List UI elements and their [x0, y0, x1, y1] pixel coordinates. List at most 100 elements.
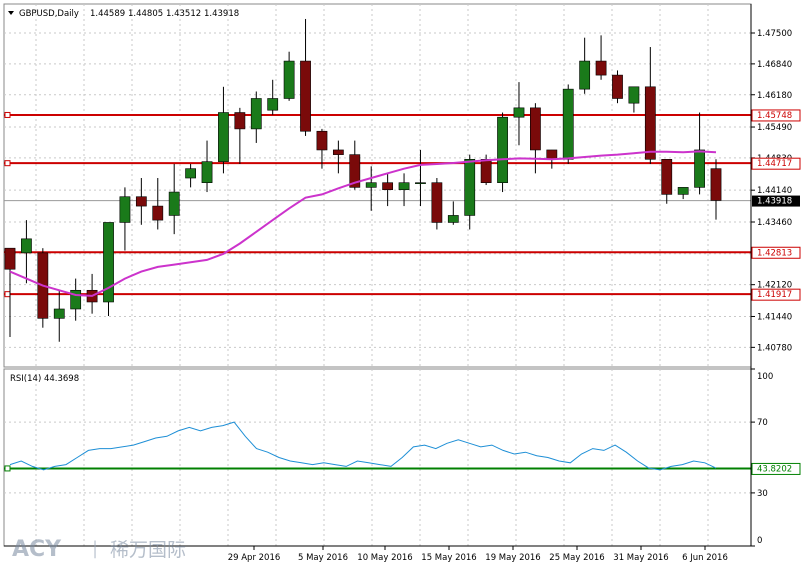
- candle-body: [661, 159, 673, 195]
- candle-body: [4, 247, 16, 270]
- level-handle[interactable]: [4, 111, 11, 118]
- price-tick-label: 1.46840: [757, 60, 792, 70]
- candle-body: [398, 182, 410, 191]
- candle-body: [234, 112, 246, 130]
- candle-body: [677, 187, 689, 195]
- candle-body: [530, 107, 541, 151]
- ohlc-open: 1.44589: [90, 9, 125, 19]
- price-level-tag: [751, 109, 801, 122]
- ohlc-low: 1.43512: [166, 9, 201, 19]
- logo-chinese: 稀万国际: [110, 539, 186, 561]
- candle-body: [250, 98, 262, 130]
- rsi-level-line: [4, 465, 751, 472]
- candle-body: [431, 182, 443, 223]
- candle-body: [447, 215, 459, 223]
- candle-body: [135, 196, 147, 207]
- x-tick-label: 25 May 2016: [549, 553, 604, 563]
- price-tick-label: 1.44140: [757, 186, 792, 196]
- candle-body: [300, 60, 311, 132]
- rsi-header: RSI(14) 44.3698: [10, 374, 79, 384]
- candle-body: [103, 222, 114, 303]
- x-tick-label: 29 Apr 2016: [228, 553, 281, 563]
- candle-body: [694, 149, 705, 188]
- price-tick-label: 1.46180: [757, 91, 792, 101]
- candle-body: [497, 116, 508, 183]
- candle-body: [612, 74, 623, 99]
- x-axis: 29 Apr 2016 5 May 2016 10 May 2016 15 May 2…: [228, 546, 728, 563]
- candle-body: [365, 182, 377, 188]
- candle-body: [332, 149, 344, 155]
- price-tick-label: 1.45490: [757, 123, 792, 133]
- candle-body: [628, 86, 640, 104]
- rsi-panel: [3, 368, 752, 547]
- x-tick-label: 15 May 2016: [421, 553, 476, 563]
- price-tick-label: 1.41440: [757, 312, 792, 322]
- price-tick-label: 1.40780: [757, 343, 792, 353]
- candles: [4, 18, 722, 342]
- candle-body: [70, 289, 82, 310]
- rsi-tick-label: 100: [757, 372, 773, 382]
- price-level-tag: [751, 246, 801, 259]
- level-handle[interactable]: [4, 291, 11, 298]
- rsi-line: [9, 421, 717, 471]
- rsi-level-tag: [751, 462, 801, 475]
- rsi-axis: 100 70 30 0: [751, 368, 773, 547]
- candle-body: [267, 98, 279, 111]
- candle-body: [283, 60, 295, 99]
- price-panel: [3, 3, 752, 368]
- x-tick-label: 5 May 2016: [298, 553, 348, 563]
- candle-body: [562, 88, 574, 160]
- candle-body: [53, 308, 65, 319]
- candle-body: [218, 112, 229, 162]
- x-tick-label: 19 May 2016: [485, 553, 540, 563]
- candle-body: [710, 168, 722, 201]
- price-level-label: 1.41917: [757, 290, 792, 300]
- price-level-label: 1.42813: [757, 248, 792, 258]
- price-level-label: 1.44717: [757, 159, 792, 169]
- moving-average-line: [9, 150, 717, 297]
- candle-body: [185, 168, 196, 179]
- candle-body: [480, 159, 492, 183]
- candle-body: [464, 159, 476, 216]
- candle-body: [168, 191, 180, 216]
- rsi-tick-label: 30: [757, 489, 768, 499]
- price-tick-label: 1.47500: [757, 29, 792, 39]
- ohlc-close: 1.43918: [204, 9, 239, 19]
- rsi-level-label: 43.8202: [757, 464, 792, 474]
- price-tick-label: 1.43460: [757, 218, 792, 228]
- candle-body: [546, 149, 558, 160]
- price-level-tag: [751, 157, 801, 170]
- ohlc-high: 1.44805: [128, 9, 163, 19]
- current-price-label: 1.43918: [757, 197, 792, 207]
- logo-separator: |: [92, 538, 98, 559]
- logo-brand: ACY: [12, 537, 62, 562]
- menu-triangle-icon[interactable]: [8, 11, 14, 15]
- rsi-tick-label: 70: [757, 418, 768, 428]
- candle-body: [644, 86, 656, 160]
- price-tick-label: 1.42120: [757, 281, 792, 291]
- candle-body: [382, 182, 394, 191]
- candle-body: [513, 107, 525, 118]
- acy-logo: ACY | 稀万国际: [12, 537, 186, 562]
- level-tags: 1.45748 1.44717 1.42813 1.41917 1.43918 43.82…: [751, 109, 801, 475]
- candle-body: [316, 130, 328, 151]
- rsi-tick-label: 0: [757, 536, 762, 546]
- rsi-level-handle[interactable]: [4, 465, 11, 472]
- level-handle[interactable]: [4, 160, 11, 167]
- x-tick-label: 10 May 2016: [357, 553, 412, 563]
- x-tick-label: 6 Jun 2016: [682, 553, 728, 563]
- price-grid: [4, 4, 751, 367]
- price-level-label: 1.45748: [757, 111, 792, 121]
- candle-body: [349, 154, 361, 188]
- symbol-label: GBPUSD,Daily: [19, 9, 79, 19]
- candle-body: [415, 182, 426, 184]
- price-level-tag: [751, 288, 801, 301]
- x-tick-label: 31 May 2016: [613, 553, 668, 563]
- candle-body: [152, 205, 164, 221]
- candle-body: [595, 60, 607, 76]
- candle-body: [119, 196, 131, 223]
- current-price-tag: [752, 195, 800, 207]
- candle-body: [201, 161, 213, 183]
- candle-body: [21, 238, 32, 254]
